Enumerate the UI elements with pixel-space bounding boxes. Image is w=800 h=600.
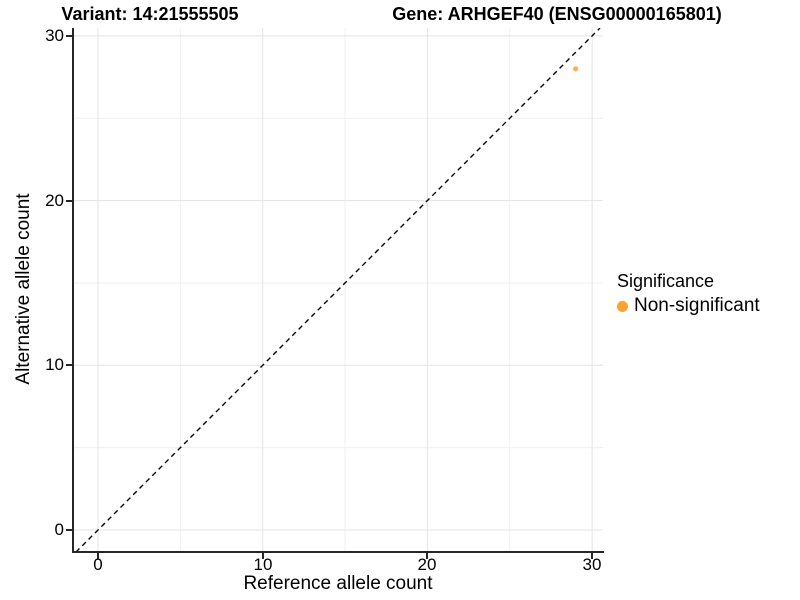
plot-area bbox=[73, 27, 603, 553]
x-axis-line bbox=[72, 551, 604, 553]
y-tick-mark bbox=[66, 200, 72, 202]
y-tick-mark bbox=[66, 529, 72, 531]
identity-line bbox=[75, 27, 601, 553]
x-tick-label: 20 bbox=[417, 555, 437, 574]
y-tick-label: 0 bbox=[54, 520, 64, 539]
legend: Significance Non-significant bbox=[617, 270, 760, 317]
data-point bbox=[573, 66, 579, 72]
x-tick-label: 10 bbox=[253, 555, 273, 574]
x-axis-title: Reference allele count bbox=[243, 573, 433, 594]
legend-entry-label: Non-significant bbox=[634, 295, 760, 316]
x-tick-label: 0 bbox=[93, 555, 103, 574]
y-tick-label: 10 bbox=[45, 355, 64, 374]
y-tick-mark bbox=[66, 35, 72, 37]
x-tick-mark bbox=[426, 553, 428, 559]
variant-title: Variant: 14:21555505 bbox=[61, 4, 239, 24]
y-tick-label: 30 bbox=[45, 26, 64, 45]
legend-title: Significance bbox=[617, 271, 715, 291]
x-tick-mark bbox=[262, 553, 264, 559]
y-tick-label: 20 bbox=[45, 191, 64, 210]
x-tick-label: 30 bbox=[582, 555, 602, 574]
x-tick-mark bbox=[97, 553, 99, 559]
y-tick-mark bbox=[66, 364, 72, 366]
y-axis-title: Alternative allele count bbox=[13, 193, 34, 385]
legend-entry-non-significant: Non-significant bbox=[617, 295, 760, 317]
plot-panel bbox=[73, 27, 603, 553]
x-tick-mark bbox=[591, 553, 593, 559]
legend-key-dot-icon bbox=[617, 300, 628, 312]
gene-title: Gene: ARHGEF40 (ENSG00000165801) bbox=[392, 4, 722, 24]
y-axis-line bbox=[72, 28, 74, 553]
